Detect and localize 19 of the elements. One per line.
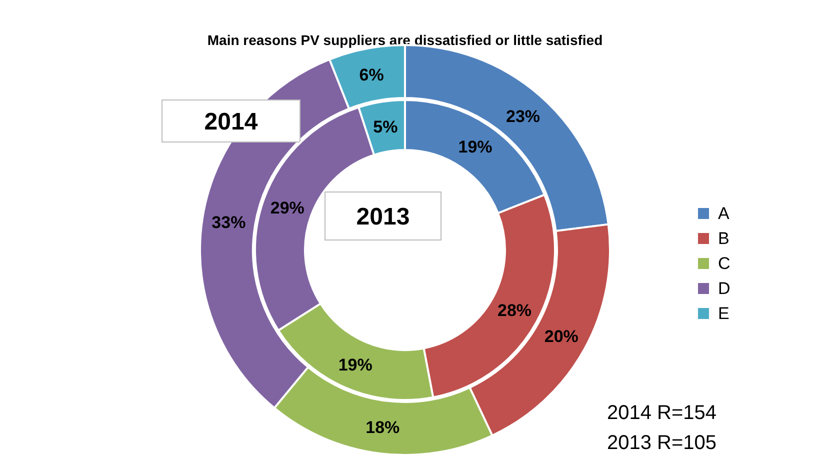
legend-label: B (718, 228, 730, 248)
data-label: 28% (498, 301, 532, 320)
data-label: 20% (544, 326, 578, 346)
legend-label: C (718, 254, 730, 273)
slice-label: 2013 (356, 203, 410, 230)
text: 2014 R=154 (607, 402, 717, 424)
data-label: 19% (338, 356, 372, 375)
data-label: 23% (506, 107, 540, 126)
legend-label: E (718, 304, 730, 323)
legend-label: A (718, 204, 730, 223)
slice-label: 2014 (204, 108, 258, 136)
data-label: 33% (212, 213, 246, 232)
data-label: 18% (366, 418, 400, 438)
data-label: 6% (359, 66, 384, 85)
legend-label: D (718, 278, 730, 298)
data-label: 5% (373, 117, 398, 136)
text: 2013 R=105 (607, 432, 717, 454)
data-label: 19% (458, 138, 492, 157)
data-label: 29% (270, 198, 304, 218)
